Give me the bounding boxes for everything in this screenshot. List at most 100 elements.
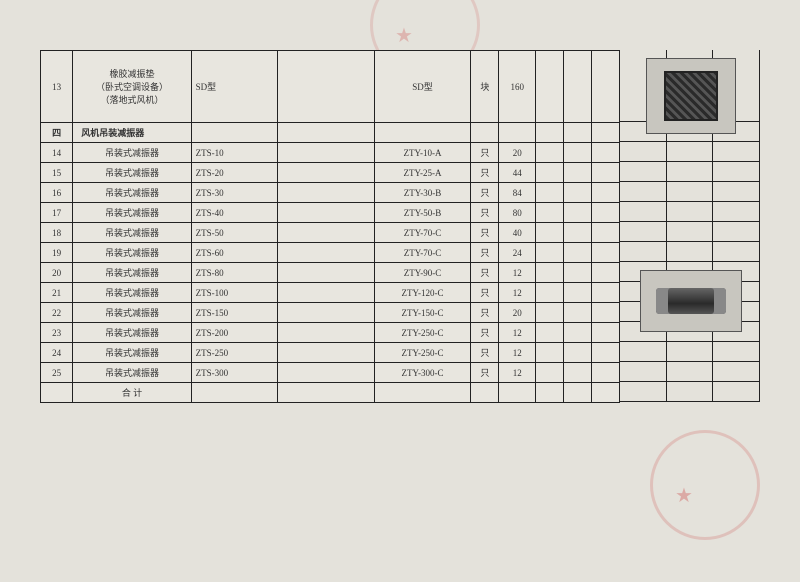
- side-extra-row: [620, 242, 760, 262]
- cell-model3: ZTY-30-B: [374, 183, 471, 203]
- cell-total-label: 合 计: [73, 383, 191, 403]
- cell-extra: [535, 51, 563, 123]
- cell-unit: 只: [471, 183, 499, 203]
- cell-model2: [277, 323, 374, 343]
- cell-no: 17: [41, 203, 73, 223]
- cell-qty: 84: [499, 183, 536, 203]
- cell-model3: ZTY-120-C: [374, 283, 471, 303]
- cell-extra: [563, 51, 591, 123]
- cell-model1: ZTS-250: [191, 343, 277, 363]
- side-extra-row: [620, 222, 760, 242]
- cell-unit: 只: [471, 143, 499, 163]
- product-image-hanger-damper: [640, 270, 742, 332]
- cell-unit: 只: [471, 263, 499, 283]
- table-row: 23吊装式减振器ZTS-200ZTY-250-C只12: [41, 323, 620, 343]
- cell-model2: [277, 243, 374, 263]
- cell-no: 18: [41, 223, 73, 243]
- cell-unit: 只: [471, 303, 499, 323]
- cell-name: 吊装式减振器: [73, 163, 191, 183]
- cell-model1: SD型: [191, 51, 277, 123]
- stamp-star-icon: ★: [675, 483, 693, 508]
- cell-no: 21: [41, 283, 73, 303]
- side-extra-row: [620, 362, 760, 382]
- cell-no: 16: [41, 183, 73, 203]
- table-row: 13 橡胶减振垫 （卧式空调设备） （落地式风机） SD型 SD型 块 160: [41, 51, 620, 123]
- cell-model3: ZTY-90-C: [374, 263, 471, 283]
- cell-model1: ZTS-100: [191, 283, 277, 303]
- cell-unit: 只: [471, 223, 499, 243]
- cell-name: 吊装式减振器: [73, 323, 191, 343]
- cell-qty: 80: [499, 203, 536, 223]
- cell-qty: 12: [499, 283, 536, 303]
- cell-name: 吊装式减振器: [73, 223, 191, 243]
- cell-no: 20: [41, 263, 73, 283]
- cell-qty: 24: [499, 243, 536, 263]
- side-extra-row: [620, 182, 760, 202]
- product-image-rubber-pad: [646, 58, 736, 134]
- cell-qty: 12: [499, 263, 536, 283]
- cell-model3: SD型: [374, 51, 471, 123]
- cell-qty: 20: [499, 303, 536, 323]
- cell-no: 13: [41, 51, 73, 123]
- cell-name: 吊装式减振器: [73, 143, 191, 163]
- cell-model1: ZTS-40: [191, 203, 277, 223]
- cell-qty: 12: [499, 363, 536, 383]
- cell-model1: ZTS-10: [191, 143, 277, 163]
- cell-model2: [277, 203, 374, 223]
- table-row: 21吊装式减振器ZTS-100ZTY-120-C只12: [41, 283, 620, 303]
- cell-extra: [591, 51, 619, 123]
- cell-model1: ZTS-30: [191, 183, 277, 203]
- cell-name: 吊装式减振器: [73, 303, 191, 323]
- cell-no: 25: [41, 363, 73, 383]
- cell-model1: ZTS-300: [191, 363, 277, 383]
- cell-model1: ZTS-20: [191, 163, 277, 183]
- cell-section-no: 四: [41, 123, 73, 143]
- cell-qty: 40: [499, 223, 536, 243]
- cell-name: 吊装式减振器: [73, 263, 191, 283]
- cell-model3: ZTY-10-A: [374, 143, 471, 163]
- cell-model2: [277, 163, 374, 183]
- cell-name: 橡胶减振垫 （卧式空调设备） （落地式风机）: [73, 51, 191, 123]
- cell-model1: ZTS-50: [191, 223, 277, 243]
- cell-qty: 160: [499, 51, 536, 123]
- side-extra-row: [620, 342, 760, 362]
- cell-no: 23: [41, 323, 73, 343]
- table-row: 20吊装式减振器ZTS-80ZTY-90-C只12: [41, 263, 620, 283]
- cell-model3: ZTY-50-B: [374, 203, 471, 223]
- table-row: 19吊装式减振器ZTS-60ZTY-70-C只24: [41, 243, 620, 263]
- cell-model2: [277, 263, 374, 283]
- spec-table: 13 橡胶减振垫 （卧式空调设备） （落地式风机） SD型 SD型 块 160 …: [40, 50, 620, 403]
- side-extra-row: [620, 202, 760, 222]
- cell-name: 吊装式减振器: [73, 343, 191, 363]
- cell-name: 吊装式减振器: [73, 183, 191, 203]
- cell-unit: 只: [471, 343, 499, 363]
- cell-model3: ZTY-150-C: [374, 303, 471, 323]
- table-row: 15吊装式减振器ZTS-20ZTY-25-A只44: [41, 163, 620, 183]
- side-extra-row: [620, 142, 760, 162]
- cell-model2: [277, 303, 374, 323]
- cell-unit: 只: [471, 363, 499, 383]
- cell-no: 14: [41, 143, 73, 163]
- cell-unit: 只: [471, 163, 499, 183]
- cell-model3: ZTY-250-C: [374, 343, 471, 363]
- stamp-bottom: ★: [650, 430, 760, 540]
- cell-unit: 只: [471, 203, 499, 223]
- cell-model2: [277, 143, 374, 163]
- cell-no: 24: [41, 343, 73, 363]
- section-header-row: 四 风机吊装减振器: [41, 123, 620, 143]
- cell-model2: [277, 183, 374, 203]
- table-row: 18吊装式减振器ZTS-50ZTY-70-C只40: [41, 223, 620, 243]
- cell-no: 15: [41, 163, 73, 183]
- cell-no: 22: [41, 303, 73, 323]
- cell-section-name: 风机吊装减振器: [73, 123, 191, 143]
- cell-model3: ZTY-250-C: [374, 323, 471, 343]
- cell-unit: 块: [471, 51, 499, 123]
- cell-model2: [277, 223, 374, 243]
- cell-name: 吊装式减振器: [73, 203, 191, 223]
- table-row: 25吊装式减振器ZTS-300ZTY-300-C只12: [41, 363, 620, 383]
- table-row: 14吊装式减振器ZTS-10 ZTY-10-A只20: [41, 143, 620, 163]
- table-row: 24吊装式减振器ZTS-250ZTY-250-C只12: [41, 343, 620, 363]
- cell-qty: 20: [499, 143, 536, 163]
- cell-qty: 12: [499, 323, 536, 343]
- cell-model2: [277, 283, 374, 303]
